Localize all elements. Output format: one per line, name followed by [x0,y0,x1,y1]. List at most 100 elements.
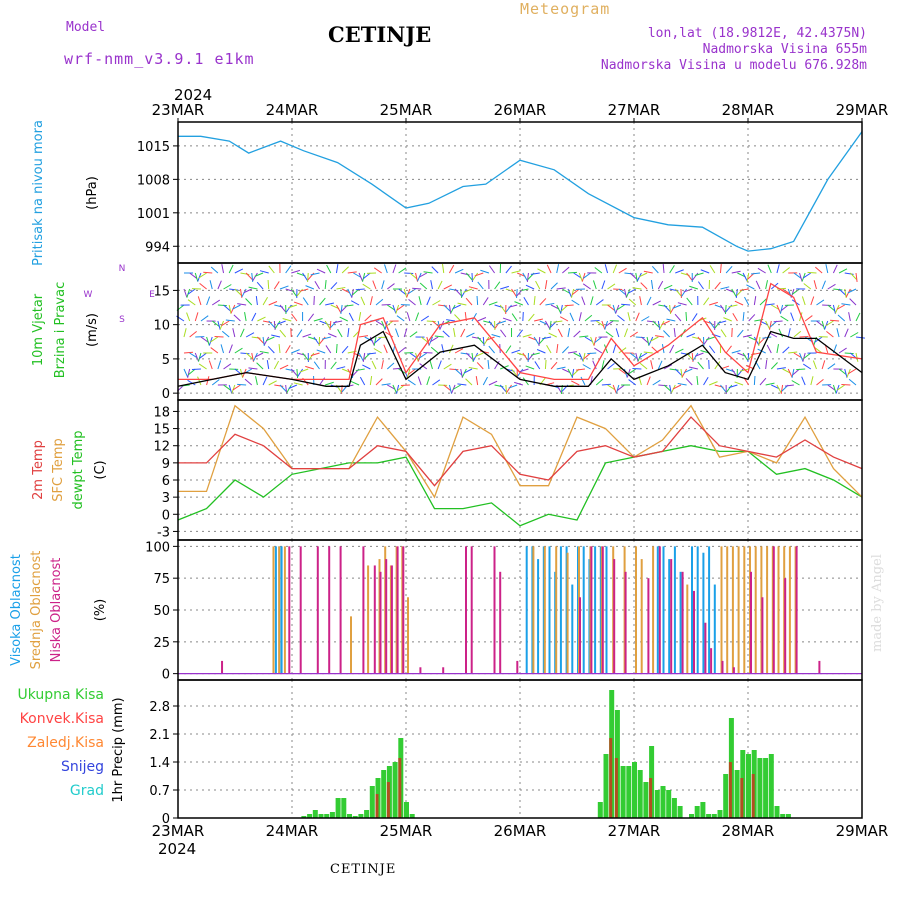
wind-barb [548,332,557,338]
y-tick-label: 5 [162,353,170,368]
wind-barb [392,304,397,314]
wind-barb [737,368,744,377]
precip-total-bar [734,770,740,818]
wind-barb [742,272,748,282]
wind-barb [500,285,509,290]
wind-barb [641,336,649,344]
wind-barb [580,376,586,386]
wind-barb [737,329,744,338]
wind-barb [468,366,478,370]
wind-barb [720,329,727,338]
wind-barb [220,344,225,354]
wind-barb [412,287,422,290]
wind-barb [426,376,431,386]
wind-barb [362,272,366,282]
wind-barb [803,352,812,359]
wind-barb [386,362,395,370]
wind-barb [457,383,467,386]
wind-barb [228,384,233,394]
wind-barb [778,328,784,338]
wind-barb [437,280,443,290]
cloud-high-bar [656,546,659,674]
wind-barb [221,264,225,274]
wind-barb [787,328,791,338]
wind-barb [844,272,854,275]
cloud-mid-bar [283,546,286,674]
wind-barb [522,377,529,386]
wind-barb [731,270,741,274]
wind-barb [732,313,738,322]
wind-barb [409,352,418,359]
wind-barb [812,360,817,370]
wind-barb [635,312,640,322]
wind-barb [245,352,254,360]
wind-barb [511,368,518,377]
wind-barb [189,272,198,279]
wind-barb [482,376,488,386]
wind-barb [539,298,547,306]
wind-barb [314,281,320,290]
wind-barb [355,368,365,372]
wind-barb [635,352,639,362]
cloud-low-bar [670,559,673,674]
wind-barb [753,375,756,386]
cloud-high-bar [537,559,540,674]
wind-barb [409,331,418,338]
wind-barb [268,301,278,306]
wind-barb [728,304,738,308]
pressure-line [178,131,863,252]
wind-barb [765,382,775,386]
wind-barb [673,328,676,338]
wind-barb [832,304,836,314]
wind-barb [302,333,312,338]
wind-barb [553,320,563,323]
wind-barb [675,269,684,274]
wind-barb [324,320,331,329]
wind-barb [725,265,733,274]
cloud-mid-bar [272,546,275,674]
wind-barb [697,281,704,290]
cloud-mid-bar [543,546,546,674]
wind-barb [632,287,642,290]
wind-barb [360,296,366,306]
wind-barb [549,320,552,330]
wind-barb [199,282,207,290]
wind-barb [229,288,239,291]
wind-barb [183,328,187,338]
wind-barb [259,270,269,274]
wind-barb [494,281,501,290]
wind-barb [758,336,761,346]
cloud-mid-bar [640,559,643,674]
cloud-mid-bar [788,546,791,674]
wind-barb [578,272,583,282]
wind-barb [802,352,806,362]
wind-barb [784,384,794,387]
wind-barb [273,281,280,290]
wind-barb [663,284,673,290]
wind-barb [703,297,710,306]
wind-barb [369,376,373,386]
y-tick-label: 0 [162,387,170,402]
precip-total-bar [694,806,700,818]
y-tick-label: 994 [145,240,170,255]
wind-barb [594,347,603,354]
y-tick-label: 100 [145,540,170,555]
wind-barb [286,384,292,394]
y-tick-label: 0 [162,812,170,827]
wind-barb [487,359,490,370]
wind-barb [855,352,859,362]
wind-barb [545,302,555,306]
wind-barb [221,320,230,327]
wind-barb [245,298,253,306]
wind-barb [615,328,620,338]
wind-barb [341,288,351,294]
wind-barb [465,378,473,386]
wind-barb [672,304,682,309]
wind-barb [279,304,287,313]
wind-barb [669,368,679,371]
wind-barb [536,349,546,354]
precip-total-bar [358,814,364,818]
wind-barb [744,296,750,306]
wind-barb [618,347,627,354]
wind-barb [700,269,710,274]
